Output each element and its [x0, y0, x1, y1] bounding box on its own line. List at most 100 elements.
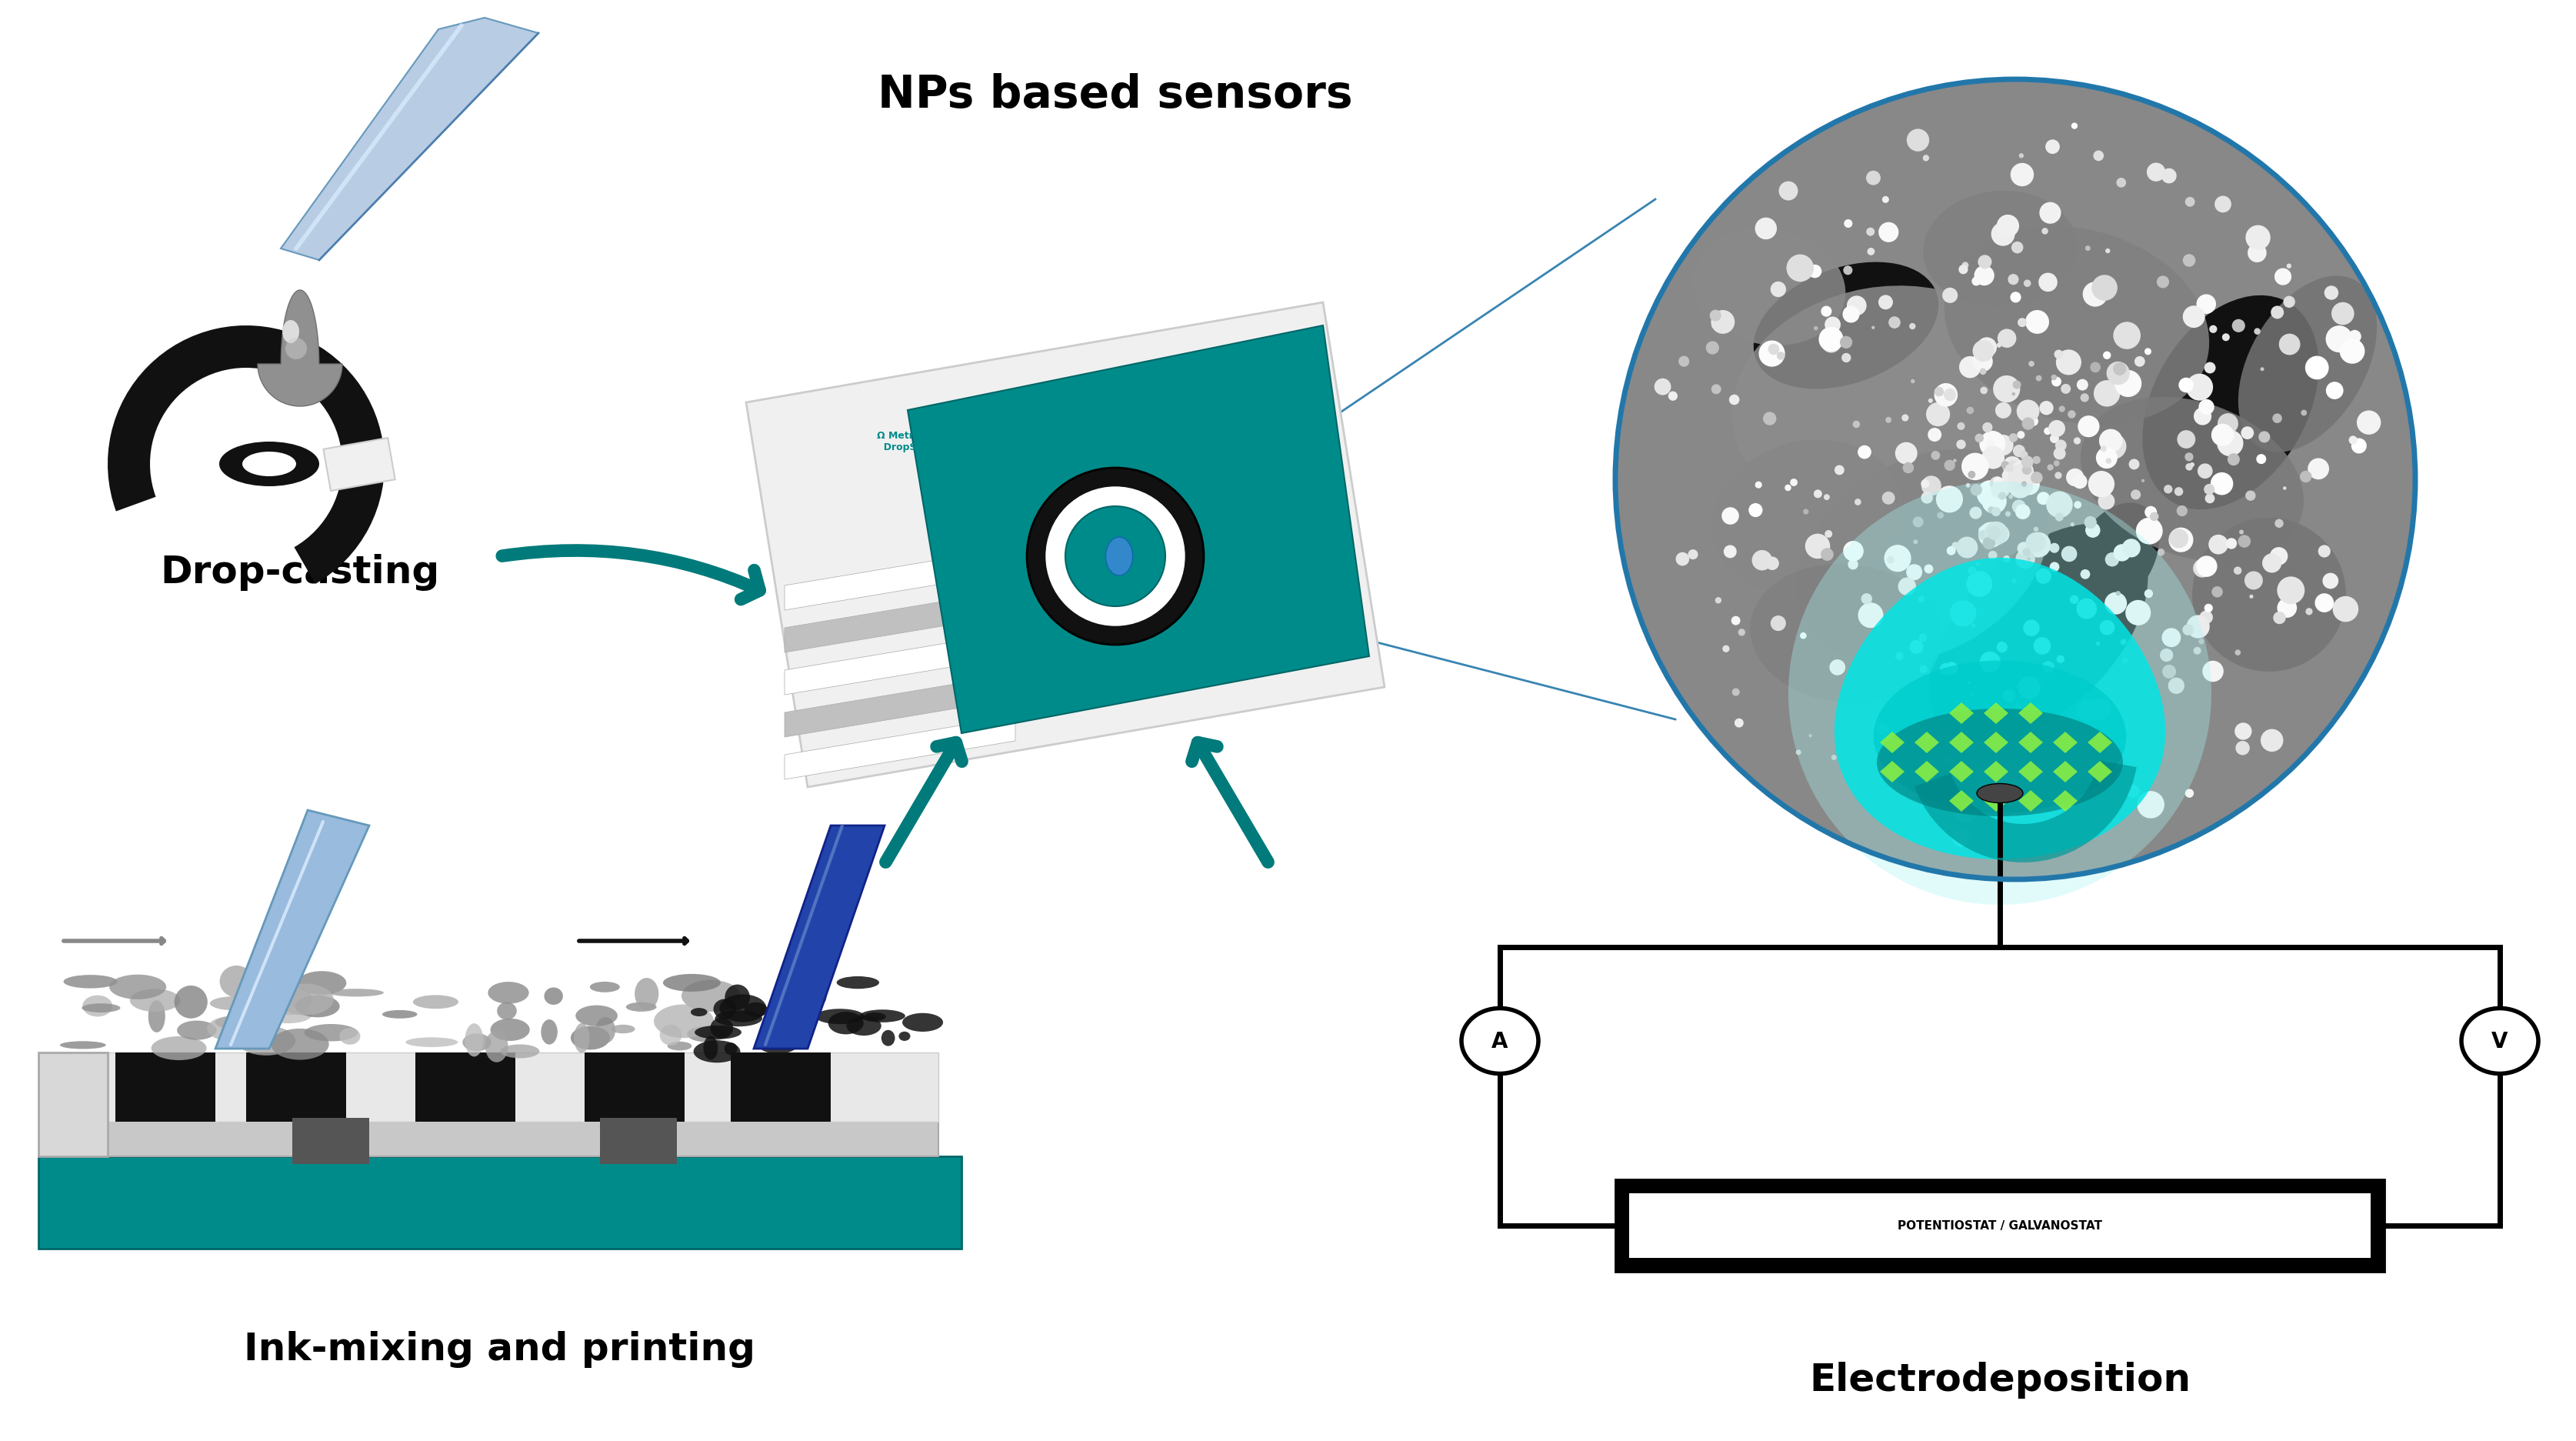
Circle shape	[2087, 523, 2099, 537]
Circle shape	[2040, 203, 2061, 225]
Circle shape	[1814, 490, 1821, 499]
Circle shape	[1806, 535, 1829, 559]
Circle shape	[1028, 468, 1203, 646]
Circle shape	[2012, 579, 2017, 584]
Ellipse shape	[2463, 1009, 2537, 1074]
Circle shape	[1878, 295, 1893, 310]
Circle shape	[2009, 476, 2032, 499]
Text: Electrodeposition: Electrodeposition	[1808, 1362, 2190, 1398]
Circle shape	[2014, 504, 2030, 520]
Circle shape	[1754, 481, 1762, 488]
Circle shape	[2182, 255, 2195, 268]
Circle shape	[1973, 340, 1994, 362]
Circle shape	[2130, 490, 2141, 500]
Circle shape	[286, 339, 307, 360]
Circle shape	[2324, 287, 2339, 301]
Circle shape	[2043, 428, 2050, 435]
Circle shape	[2099, 621, 2115, 635]
Circle shape	[2169, 677, 2184, 695]
Circle shape	[1829, 660, 1844, 676]
Circle shape	[2169, 527, 2192, 553]
Circle shape	[1996, 343, 2002, 349]
Circle shape	[2236, 650, 2241, 656]
Circle shape	[1731, 689, 1739, 696]
Circle shape	[2048, 465, 2053, 471]
Circle shape	[1929, 399, 1932, 403]
Circle shape	[2087, 759, 2094, 768]
Ellipse shape	[487, 981, 528, 1004]
Circle shape	[1759, 342, 1785, 367]
Circle shape	[1996, 215, 2020, 238]
Bar	[325, 438, 394, 491]
Ellipse shape	[1945, 226, 2210, 425]
Circle shape	[2099, 429, 2123, 452]
Ellipse shape	[2071, 503, 2159, 610]
Circle shape	[2099, 447, 2107, 452]
Circle shape	[2184, 197, 2195, 208]
Circle shape	[1978, 431, 2007, 457]
Circle shape	[1950, 601, 1976, 627]
Circle shape	[1942, 757, 1955, 767]
Ellipse shape	[129, 989, 180, 1012]
Circle shape	[2174, 487, 2184, 497]
Circle shape	[1996, 403, 2012, 419]
Ellipse shape	[237, 1026, 296, 1056]
Circle shape	[1968, 566, 1976, 575]
Ellipse shape	[541, 1020, 556, 1045]
Circle shape	[2074, 501, 2081, 509]
Circle shape	[1960, 454, 1989, 481]
Circle shape	[2239, 530, 2244, 535]
Circle shape	[2244, 572, 2262, 591]
Circle shape	[2125, 785, 2141, 798]
Ellipse shape	[659, 1025, 683, 1046]
Circle shape	[1947, 546, 1955, 556]
Circle shape	[1994, 477, 2002, 487]
Circle shape	[1615, 79, 2416, 879]
Circle shape	[2257, 454, 2267, 464]
Circle shape	[2032, 457, 2040, 464]
Circle shape	[2004, 512, 2012, 517]
Circle shape	[1973, 267, 1994, 287]
Circle shape	[2210, 473, 2233, 496]
Circle shape	[2202, 661, 2223, 682]
Ellipse shape	[775, 1012, 804, 1029]
Text: A: A	[1492, 1030, 1507, 1052]
Ellipse shape	[464, 1033, 492, 1052]
Ellipse shape	[719, 994, 768, 1023]
Circle shape	[2020, 451, 2027, 460]
Circle shape	[2097, 448, 2117, 470]
Circle shape	[1669, 392, 1677, 401]
Circle shape	[1857, 602, 1883, 628]
Polygon shape	[2087, 761, 2112, 782]
Circle shape	[2112, 363, 2125, 376]
Circle shape	[1958, 422, 1965, 431]
Circle shape	[1996, 478, 2012, 494]
Ellipse shape	[1749, 565, 1942, 703]
Ellipse shape	[404, 1038, 459, 1048]
Ellipse shape	[611, 1025, 636, 1033]
Circle shape	[2002, 689, 2014, 702]
Bar	[732, 1053, 829, 1123]
Circle shape	[1976, 481, 2004, 507]
Circle shape	[1770, 282, 1785, 298]
Circle shape	[2012, 471, 2022, 480]
Ellipse shape	[863, 1013, 886, 1022]
Circle shape	[2094, 380, 2120, 408]
Circle shape	[2246, 226, 2269, 251]
Circle shape	[2112, 323, 2141, 350]
Circle shape	[2089, 699, 2112, 720]
Circle shape	[2056, 656, 2063, 664]
Polygon shape	[786, 716, 1015, 780]
Polygon shape	[1984, 791, 2009, 813]
Circle shape	[2349, 330, 2362, 343]
Circle shape	[2012, 380, 2022, 389]
Circle shape	[2184, 452, 2192, 461]
Circle shape	[1803, 509, 1808, 514]
Ellipse shape	[773, 999, 806, 1026]
Circle shape	[2259, 367, 2264, 372]
Circle shape	[1932, 451, 1940, 461]
Circle shape	[2038, 493, 2050, 506]
Circle shape	[2259, 432, 2269, 444]
Circle shape	[2076, 599, 2097, 620]
Circle shape	[1945, 460, 1955, 471]
